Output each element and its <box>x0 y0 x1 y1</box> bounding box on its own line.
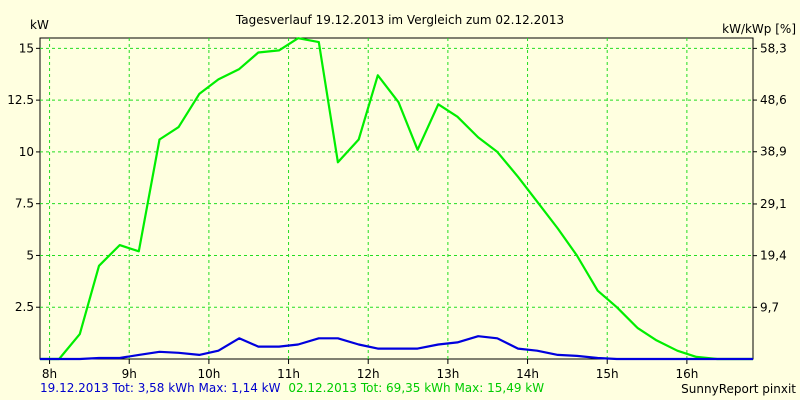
chart-title: Tagesverlauf 19.12.2013 im Vergleich zum… <box>235 13 564 27</box>
x-tick-label-0: 8h <box>42 367 57 381</box>
x-ticks: 8h 9h 10h 11h 12h 13h 14h 15h 16h <box>42 359 698 381</box>
y-axis-left-label: kW <box>30 18 49 32</box>
footer-blue-text: 19.12.2013 Tot: 3,58 kWh Max: 1,14 kW <box>40 381 281 395</box>
footer-summary: 19.12.2013 Tot: 3,58 kWh Max: 1,14 kW 02… <box>40 381 544 395</box>
x-tick-label-3: 11h <box>277 367 300 381</box>
series-line-0 <box>40 37 753 361</box>
series-lines <box>40 37 753 361</box>
y-tick-label-4: 12.5 <box>7 93 34 107</box>
y-ticks-left: 2.5 5 7.5 10 12.5 15 <box>7 41 40 314</box>
x-tick-label-8: 16h <box>675 367 698 381</box>
y-tick-label-2: 7.5 <box>15 197 34 211</box>
y-right-tick-label-5: 58,3 <box>760 41 787 55</box>
footer-credit: SunnyReport pinxit <box>681 382 796 396</box>
x-tick-label-6: 14h <box>516 367 539 381</box>
y-tick-label-5: 15 <box>19 41 34 55</box>
y-right-tick-label-1: 19,4 <box>760 249 787 263</box>
y-ticks-right: 9,7 19,4 29,1 38,9 48,6 58,3 <box>753 41 787 314</box>
x-tick-label-4: 12h <box>357 367 380 381</box>
y-right-tick-label-0: 9,7 <box>760 300 779 314</box>
plot-area <box>39 37 754 360</box>
x-tick-label-5: 13h <box>436 367 459 381</box>
y-right-tick-label-3: 38,9 <box>760 145 787 159</box>
y-tick-label-1: 5 <box>26 248 34 262</box>
y-tick-label-3: 10 <box>19 145 34 159</box>
series-line-1 <box>40 335 753 361</box>
y-tick-label-0: 2.5 <box>15 300 34 314</box>
grid <box>40 38 753 359</box>
footer-green-text: 02.12.2013 Tot: 69,35 kWh Max: 15,49 kW <box>288 381 544 395</box>
x-tick-label-2: 10h <box>197 367 220 381</box>
y-axis-right-label: kW/kWp [%] <box>722 22 796 36</box>
x-tick-label-7: 15h <box>596 367 619 381</box>
y-right-tick-label-4: 48,6 <box>760 93 787 107</box>
y-right-tick-label-2: 29,1 <box>760 197 787 211</box>
x-tick-label-1: 9h <box>122 367 137 381</box>
